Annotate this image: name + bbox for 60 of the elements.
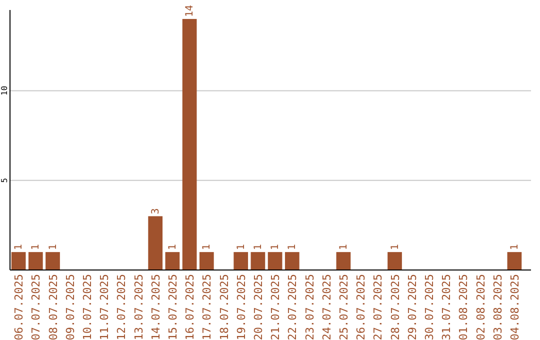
- bar: [28, 252, 43, 270]
- data-label: 1: [236, 244, 247, 250]
- x-tick-label: 19.07.2025: [234, 274, 248, 340]
- x-tick-label: 01.08.2025: [457, 274, 470, 340]
- bar: [507, 252, 522, 270]
- bar: [11, 252, 26, 270]
- x-tick-label: 24.07.2025: [320, 274, 334, 340]
- data-label: 1: [509, 244, 520, 250]
- bar: [284, 252, 300, 270]
- x-tick-label: 03.08.2025: [491, 274, 504, 340]
- x-tick-label: 12.07.2025: [115, 274, 128, 340]
- data-label: 1: [390, 244, 401, 250]
- data-label: 1: [252, 244, 264, 250]
- x-tick-label: 18.07.2025: [218, 274, 231, 340]
- x-tick-label: 15.07.2025: [166, 274, 180, 340]
- data-label: 1: [30, 244, 42, 250]
- bar: [199, 252, 214, 270]
- bar: [165, 252, 180, 270]
- y-tick-label: 5: [0, 178, 9, 183]
- x-tick-label: 04.08.2025: [508, 274, 522, 340]
- data-label: 1: [14, 244, 25, 250]
- x-tick-label: 27.07.2025: [372, 274, 385, 340]
- x-tick-label: 21.07.2025: [269, 274, 282, 340]
- bar: [46, 252, 60, 270]
- x-tick-label: 31.07.2025: [440, 274, 454, 340]
- x-tick-label: 23.07.2025: [303, 274, 316, 340]
- x-tick-label: 25.07.2025: [337, 274, 350, 340]
- bar: [336, 252, 351, 270]
- data-label: 1: [270, 244, 282, 250]
- data-label: 3: [150, 208, 162, 214]
- x-tick-label: 07.07.2025: [30, 274, 43, 340]
- x-tick-label: 09.07.2025: [64, 274, 77, 340]
- data-label: 1: [338, 244, 350, 250]
- x-tick-label: 30.07.2025: [422, 274, 436, 340]
- bar: [234, 252, 248, 270]
- x-tick-label: 11.07.2025: [98, 274, 112, 340]
- data-label: 1: [48, 244, 59, 250]
- x-tick-label: 17.07.2025: [200, 274, 214, 340]
- data-label: 14: [184, 4, 196, 17]
- x-tick-label: 14.07.2025: [149, 274, 162, 340]
- data-label: 1: [287, 244, 298, 250]
- bar: [148, 216, 163, 270]
- x-tick-label: 10.07.2025: [80, 274, 94, 340]
- x-tick-label: 29.07.2025: [406, 274, 419, 340]
- x-tick-label: 02.08.2025: [474, 274, 488, 340]
- x-tick-label: 08.07.2025: [46, 274, 60, 340]
- data-label: 1: [167, 244, 178, 250]
- x-tick-label: 06.07.2025: [12, 274, 26, 340]
- bar: [182, 18, 197, 270]
- bar: [388, 252, 402, 270]
- x-tick-label: 20.07.2025: [252, 274, 265, 340]
- data-label: 1: [202, 244, 213, 250]
- x-tick-label: 22.07.2025: [286, 274, 300, 340]
- x-tick-label: 26.07.2025: [354, 274, 368, 340]
- x-tick-label: 16.07.2025: [184, 274, 197, 340]
- bar: [268, 252, 282, 270]
- x-tick-label: 28.07.2025: [388, 274, 402, 340]
- bar: [250, 252, 266, 270]
- y-tick-label: 10: [0, 86, 9, 96]
- x-tick-label: 13.07.2025: [132, 274, 146, 340]
